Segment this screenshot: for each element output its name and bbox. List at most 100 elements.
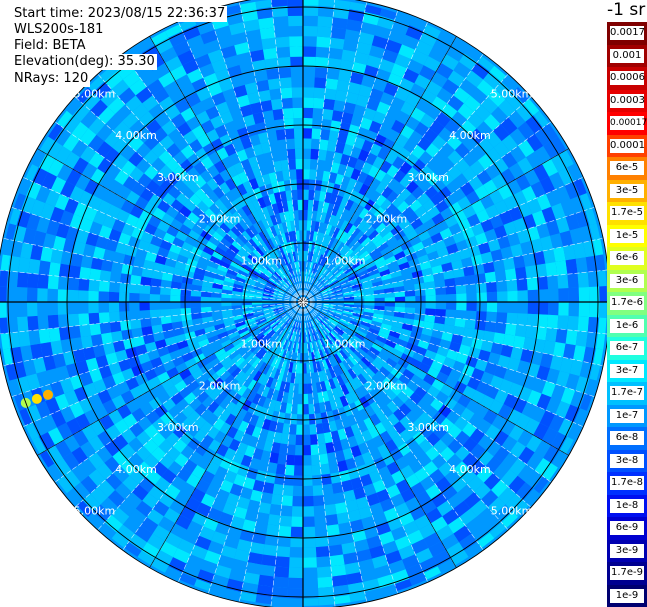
ppi-cell [380,198,392,211]
ppi-cell [493,430,509,447]
ppi-cell [261,173,272,186]
range-ring-label: 4.00km [449,463,491,476]
ppi-cell [139,284,151,294]
ppi-cell [508,110,526,129]
ppi-cell [451,402,466,417]
ppi-cell [369,401,382,414]
ppi-cell [563,343,576,360]
ppi-cell [469,160,485,176]
ppi-cell [309,342,314,353]
ppi-cell [499,379,513,394]
ppi-cell [262,295,273,299]
ppi-cell [486,281,497,293]
ppi-cell [318,314,327,323]
ppi-cell [360,370,372,382]
ppi-cell [435,220,449,233]
ppi-cell [321,370,329,381]
ppi-cell [459,78,477,96]
ppi-cell [256,384,266,396]
ppi-cell [134,218,149,232]
ppi-cell [354,362,365,374]
ppi-cell [363,483,377,497]
ppi-cell [154,37,173,54]
ppi-cell [343,222,354,234]
ray-line [2,237,304,303]
colorbar-swatch: 6e-9 [607,517,647,540]
ppi-cell [315,253,322,264]
ppi-cell [299,230,303,241]
ppi-cell [273,224,281,236]
colorbar-tick-label: 1e-9 [610,588,644,603]
ppi-cell [444,278,456,287]
ppi-cell [517,121,535,140]
ppi-cell [262,297,273,301]
ray-line [238,1,304,303]
ppi-cell [102,375,117,390]
ppi-cell [347,177,358,190]
ppi-cell [290,273,296,284]
ppi-cell [400,124,415,139]
ppi-cell [152,461,168,477]
ppi-cell [393,182,406,196]
ppi-cell [404,290,416,297]
ppi-cell [525,115,543,134]
ppi-cell [170,281,182,290]
ppi-cell [493,141,510,158]
ppi-cell [402,34,420,50]
ppi-cell [257,372,266,384]
ppi-cell [303,547,317,558]
ppi-cell [115,349,128,362]
ppi-cell [26,287,38,302]
ppi-cell [363,308,375,314]
ppi-cell [315,278,324,287]
ppi-cell [517,302,528,314]
ppi-cell [463,95,481,112]
ppi-cell [40,342,53,358]
ppi-cell [205,484,220,499]
ppi-cell [129,292,140,302]
ppi-cell [249,134,261,147]
ppi-cell [307,383,313,394]
ppi-cell [394,578,413,594]
ppi-cell [364,367,376,378]
ppi-cell [219,133,233,148]
ppi-cell [196,200,209,213]
ppi-cell [307,342,311,353]
ppi-cell [313,275,320,285]
ray-line [54,301,304,483]
ppi-cell [101,332,113,345]
ppi-cell [417,192,431,206]
ppi-cell [520,241,534,256]
ppi-cell [241,332,252,341]
ppi-cell [366,264,378,273]
ppi-cell [108,291,120,302]
ppi-cell [344,381,355,394]
ppi-cell [533,338,546,353]
ppi-cell [187,380,200,393]
ppi-cell [339,318,350,326]
ppi-cell [345,268,357,277]
ppi-cell [163,80,181,97]
ppi-cell [214,124,229,138]
ppi-cell [452,231,466,244]
ppi-cell [97,157,113,174]
ppi-cell [252,248,262,259]
ppi-cell [306,261,310,272]
ppi-cell [143,134,160,151]
ppi-cell [420,475,436,491]
ppi-cell [266,130,278,142]
ppi-cell [340,153,351,166]
ppi-cell [503,334,516,347]
ppi-cell [303,393,309,405]
ppi-cell [257,197,267,209]
ppi-cell [98,302,109,313]
ppi-cell [545,262,558,277]
ppi-cell [558,302,569,316]
ppi-cell [221,309,233,315]
ppi-cell [462,452,478,469]
ppi-cell [336,242,346,253]
ppi-cell [253,286,265,292]
ppi-cell [332,291,343,296]
ppi-cell [81,424,98,442]
ppi-cell [277,139,287,151]
